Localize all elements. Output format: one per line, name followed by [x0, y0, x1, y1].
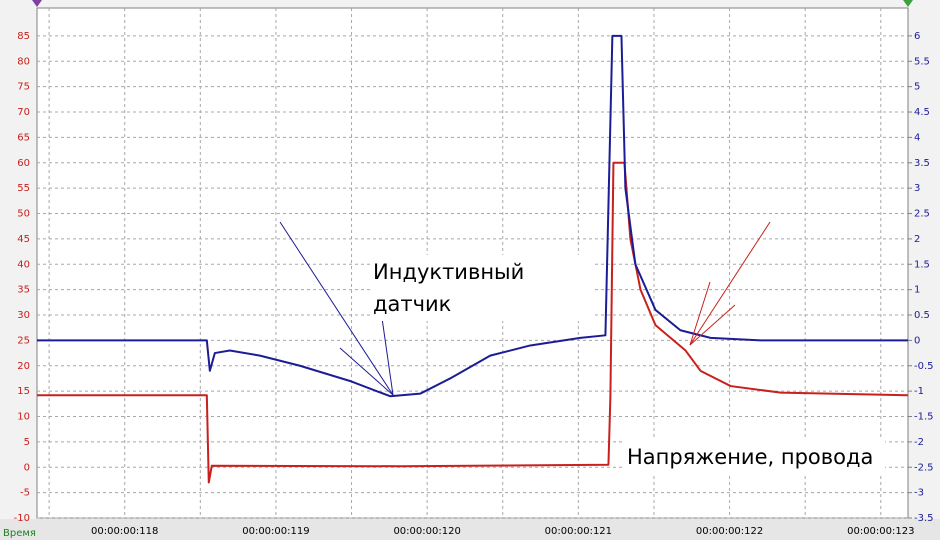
y2-tick-label: 2.5 [914, 209, 930, 220]
y2-tick-label: 1.5 [914, 259, 930, 270]
arrow [689, 221, 771, 346]
x-axis-label: Время [3, 528, 36, 539]
annotation-box [370, 255, 592, 321]
y2-tick-label: 0.5 [914, 310, 930, 321]
annotation: Индуктивный [373, 260, 524, 284]
y2-tick-label: 4.5 [914, 107, 930, 118]
trace [37, 34, 908, 398]
y-tick-label: 75 [17, 82, 30, 93]
y-tick-label: -10 [14, 513, 30, 524]
y2-tick-label: 2 [914, 234, 920, 245]
arrow [279, 221, 394, 396]
arrow [689, 281, 711, 346]
annotation: Напряжение, провода [627, 445, 873, 469]
y2-tick-label: 5 [914, 82, 920, 93]
y-tick-label: 50 [17, 209, 30, 220]
y-tick-label: 70 [17, 107, 30, 118]
y-tick-label: 85 [17, 31, 30, 42]
y2-tick-label: -1 [914, 386, 924, 397]
y-tick-label: 35 [17, 285, 30, 296]
arrow [381, 317, 394, 396]
y2-tick-label: -3.5 [914, 513, 934, 524]
arrow [689, 304, 736, 346]
marker [32, 0, 42, 7]
x-tick-label: 00:00:00:122 [696, 526, 763, 537]
arrow [339, 347, 394, 396]
y-tick-label: 65 [17, 132, 30, 143]
x-axis-band [0, 519, 940, 540]
annotation-arrows [279, 221, 771, 396]
y-tick-label: 80 [17, 56, 30, 67]
y-tick-label: 0 [24, 462, 30, 473]
y2-tick-label: -0.5 [914, 361, 934, 372]
y-tick-label: 40 [17, 259, 30, 270]
y2-tick-label: 6 [914, 31, 920, 42]
y-tick-label: 60 [17, 158, 30, 169]
annotation: датчик [373, 292, 451, 316]
marker [903, 0, 913, 7]
annotation-box [622, 440, 885, 476]
y2-tick-label: 0 [914, 335, 920, 346]
x-tick-label: 00:00:00:118 [91, 526, 158, 537]
y-tick-label: 10 [17, 412, 30, 423]
y2-tick-label: 3.5 [914, 158, 930, 169]
y2-tick-label: -1.5 [914, 412, 934, 423]
y2-tick-label: 1 [914, 285, 920, 296]
y-tick-label: -5 [20, 488, 30, 499]
y2-tick-label: -2.5 [914, 462, 934, 473]
y-tick-label: 5 [24, 437, 30, 448]
y2-tick-label: -3 [914, 488, 924, 499]
y-tick-label: 15 [17, 386, 30, 397]
y-tick-label: 25 [17, 335, 30, 346]
x-tick-label: 00:00:00:119 [242, 526, 309, 537]
x-tick-label: 00:00:00:120 [393, 526, 460, 537]
traces [37, 34, 909, 484]
y2-tick-label: -2 [914, 437, 924, 448]
y-tick-label: 45 [17, 234, 30, 245]
y-tick-label: 55 [17, 183, 30, 194]
x-tick-label: 00:00:00:123 [847, 526, 914, 537]
y2-tick-label: 4 [914, 132, 920, 143]
y-tick-label: 20 [17, 361, 30, 372]
y-tick-label: 30 [17, 310, 30, 321]
y2-tick-label: 3 [914, 183, 920, 194]
y2-tick-label: 5.5 [914, 56, 930, 67]
x-tick-label: 00:00:00:121 [545, 526, 612, 537]
